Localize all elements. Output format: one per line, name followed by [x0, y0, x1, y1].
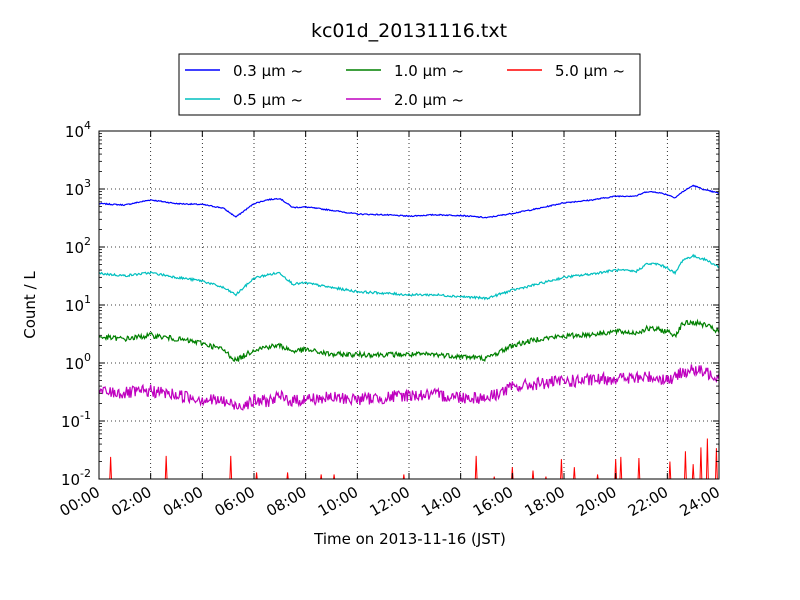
legend-box: [178, 53, 641, 116]
y-tick-label: 104: [65, 119, 91, 141]
spike: [320, 474, 323, 479]
spike: [684, 451, 687, 479]
y-tick-label: 102: [65, 235, 91, 257]
spike: [255, 472, 258, 479]
y-tick-label: 10-2: [61, 467, 91, 489]
spike: [493, 476, 496, 479]
spike: [109, 456, 112, 479]
x-tick-label: 16:00: [470, 483, 516, 520]
x-tick-label: 20:00: [573, 483, 619, 520]
x-tick-label: 14:00: [418, 483, 464, 520]
x-tick-labels: 00:00 02:00 04:00 06:00 08:00 10:00 12:00 14:00…: [57, 483, 723, 520]
legend-label: 0.3 μm ~: [233, 62, 303, 80]
series-layer: [99, 184, 719, 479]
spike: [164, 455, 168, 479]
chart-title: kc01d_20131116.txt: [311, 20, 507, 42]
spike: [545, 476, 547, 479]
spike: [705, 438, 709, 479]
spike: [637, 457, 641, 479]
spike: [402, 474, 405, 479]
x-tick-label: 12:00: [367, 483, 413, 520]
x-tick-label: 10:00: [315, 483, 361, 520]
spike: [619, 456, 623, 479]
y-tick-label: 100: [65, 351, 91, 373]
x-tick-label: 04:00: [160, 483, 206, 520]
x-axis-label: Time on 2013-11-16 (JST): [313, 530, 506, 548]
spike: [691, 464, 695, 479]
spike: [333, 474, 336, 479]
spike: [286, 472, 289, 479]
spike: [715, 448, 718, 479]
x-tick-label: 06:00: [212, 483, 258, 520]
grid: [99, 131, 719, 479]
spike: [474, 455, 478, 479]
tick-marks: [98, 130, 720, 480]
legend-label: 1.0 μm ~: [394, 62, 464, 80]
spike: [573, 467, 576, 479]
x-tick-label: 02:00: [108, 483, 154, 520]
spike: [699, 447, 703, 479]
y-tick-label: 101: [65, 293, 91, 315]
series-line-1: [99, 253, 719, 301]
spike: [596, 474, 599, 479]
spike: [511, 467, 514, 479]
x-tick-label: 08:00: [263, 483, 309, 520]
y-tick-label: 10-1: [61, 409, 91, 431]
x-tick-label: 22:00: [625, 483, 671, 520]
legend-label: 5.0 μm ~: [555, 62, 625, 80]
series-line-2: [99, 318, 719, 363]
y-tick-labels: 10-2 10-1 100 101 102 103 104: [61, 119, 91, 489]
x-tick-label: 24:00: [677, 483, 723, 520]
series-line-3: [99, 364, 719, 411]
legend-label: 0.5 μm ~: [233, 91, 303, 109]
legend: 0.3 μm ~ 0.5 μm ~ 1.0 μm ~ 2.0 μm ~ 5.0 μm ~: [178, 53, 641, 116]
spike: [668, 461, 672, 479]
x-tick-label: 18:00: [522, 483, 568, 520]
spike: [531, 470, 535, 479]
legend-label: 2.0 μm ~: [394, 91, 464, 109]
series-5um: [109, 438, 718, 479]
spike: [229, 455, 233, 479]
y-axis-label: Count / L: [21, 271, 39, 339]
series-line-0: [99, 184, 719, 219]
spike: [560, 459, 563, 479]
y-tick-label: 103: [65, 177, 91, 199]
spike: [614, 459, 617, 479]
